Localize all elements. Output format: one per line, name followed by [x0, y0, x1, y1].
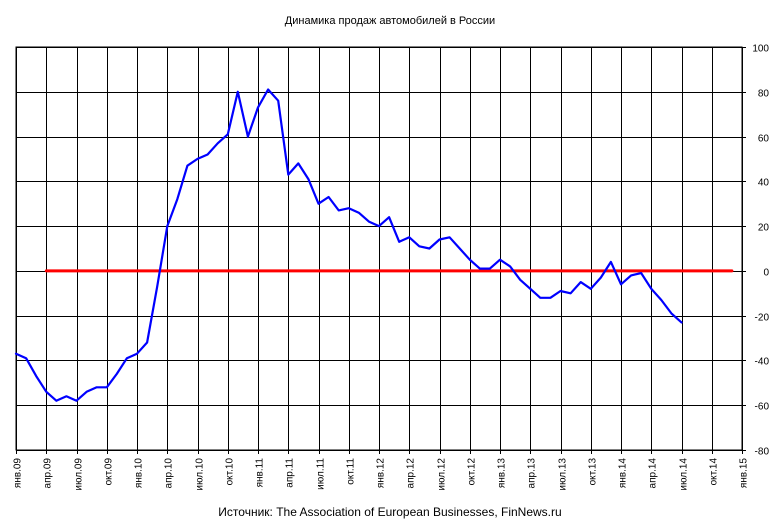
x-axis-ticks: янв.09 апр.09 июл.09 окт.09 янв.10 апр.10 июл.…: [13, 450, 750, 491]
y-tick-label: -40: [755, 357, 770, 368]
x-tick-label: апр.14: [648, 458, 659, 489]
x-tick-label: янв.14: [618, 458, 629, 489]
x-tick-label: окт.11: [346, 458, 357, 485]
x-tick-label: янв.15: [739, 458, 750, 489]
x-tick-label: янв.10: [134, 458, 145, 489]
x-tick-label: янв.12: [376, 458, 387, 489]
x-tick-label: окт.13: [588, 458, 599, 486]
x-tick-label: апр.09: [43, 458, 54, 489]
y-tick-label: 0: [763, 268, 769, 279]
x-tick-label: янв.11: [255, 458, 266, 488]
x-tick-label: июл.09: [74, 458, 85, 491]
series-layer: [14, 88, 734, 402]
x-tick-label: янв.09: [13, 458, 24, 489]
x-tick-label: окт.10: [225, 458, 236, 486]
y-tick-label: -60: [755, 402, 770, 413]
x-tick-label: июл.11: [316, 458, 327, 490]
y-tick-label: 100: [752, 44, 769, 55]
x-tick-label: окт.12: [467, 458, 478, 486]
x-tick-label: июл.10: [195, 458, 206, 491]
x-tick-label: апр.12: [406, 458, 417, 489]
y-tick-label: 80: [758, 89, 770, 100]
y-tick-label: -20: [755, 313, 770, 324]
y-axis-ticks: 100 80 60 40 20 0 -20 -40 -60 -80: [742, 44, 769, 458]
x-tick-label: янв.13: [497, 458, 508, 489]
series-line-sales: [14, 88, 683, 402]
x-tick-label: апр.13: [527, 458, 538, 489]
x-tick-label: окт.09: [104, 458, 115, 486]
y-tick-label: 20: [758, 223, 770, 234]
source-note: Источник: The Association of European Bu…: [218, 505, 562, 519]
chart-title: Динамика продаж автомобилей в России: [284, 15, 496, 27]
y-tick-label: 60: [758, 134, 770, 145]
x-tick-label: окт.14: [709, 458, 720, 486]
x-tick-label: июл.14: [679, 458, 690, 491]
y-tick-label: 40: [758, 178, 770, 189]
x-tick-label: июл.12: [437, 458, 448, 491]
x-tick-label: апр.11: [285, 458, 296, 488]
y-tick-label: -80: [755, 447, 770, 458]
grid: [15, 46, 743, 451]
x-tick-label: апр.10: [164, 458, 175, 489]
x-tick-label: июл.13: [558, 458, 569, 491]
